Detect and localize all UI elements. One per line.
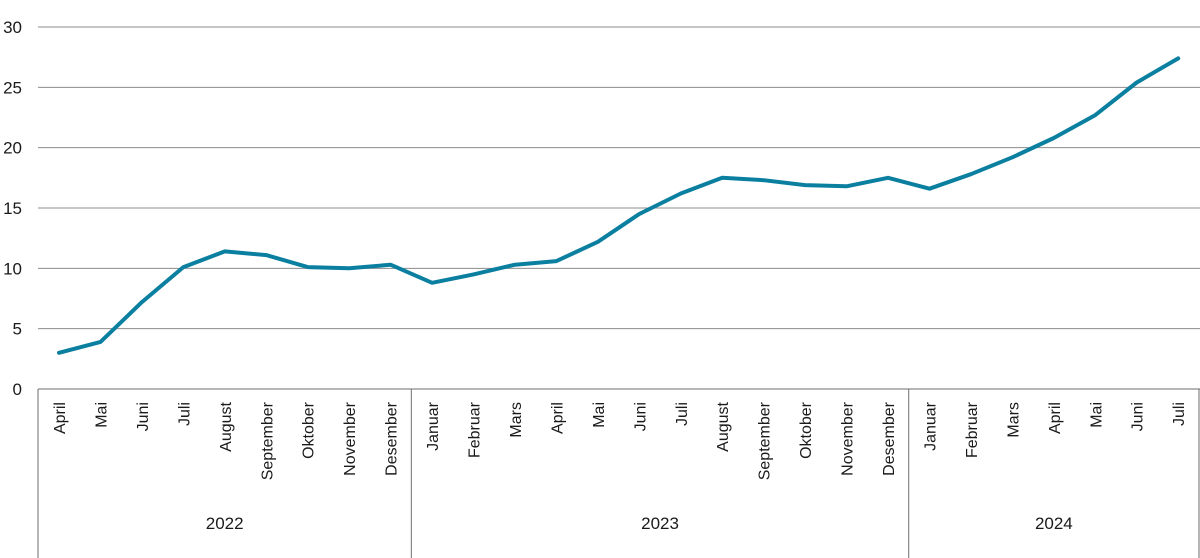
x-tick-label: November [342,401,359,475]
x-tick-label: Februar [467,401,484,458]
x-group-label: 2024 [1035,514,1073,533]
x-tick-label: November [840,401,857,475]
x-tick-label: April [549,402,566,434]
x-tick-label: Juni [135,402,152,431]
x-tick-label: Mai [93,402,110,428]
x-tick-label: April [1047,402,1064,434]
x-tick-label: Desember [881,401,898,475]
x-tick-label: April [52,402,69,434]
gridlines [38,26,1200,390]
x-tick-label: Oktober [798,401,815,459]
x-tick-label: Februar [964,401,981,458]
series-lines [57,56,1181,355]
x-tick-label: August [218,401,235,451]
x-tick-label: Mai [1088,402,1105,428]
x-tick-label: Juli [674,402,691,426]
series-line [57,56,1181,355]
y-tick-label: 5 [13,320,22,339]
x-tick-label: Januar [425,401,442,451]
x-axis: April Mai Juni Juli August September Oktober No… [37,389,1200,558]
x-group-label: 2023 [641,514,679,533]
x-tick-label: Mars [508,402,525,438]
x-group-label: 2022 [206,514,244,533]
x-tick-label: Juli [176,402,193,426]
x-tick-label: September [757,401,774,480]
y-tick-label: 25 [3,78,22,97]
x-tick-label: August [715,401,732,451]
x-tick-label: Oktober [301,401,318,459]
x-tick-label: September [259,401,276,480]
x-tick-label: Desember [384,401,401,475]
x-tick-label: Mai [591,402,608,428]
x-tick-label: Juli [1171,402,1188,426]
x-tick-label: Mars [1005,402,1022,438]
y-axis-ticks: 0 5 10 15 20 25 30 [3,18,22,399]
y-tick-label: 0 [13,380,22,399]
y-tick-label: 20 [3,139,22,158]
x-tick-label: Juni [632,402,649,431]
y-tick-label: 15 [3,199,22,218]
y-tick-label: 10 [3,259,22,278]
x-tick-label: Januar [922,401,939,451]
x-tick-label: Juni [1130,402,1147,431]
y-tick-label: 30 [3,18,22,37]
